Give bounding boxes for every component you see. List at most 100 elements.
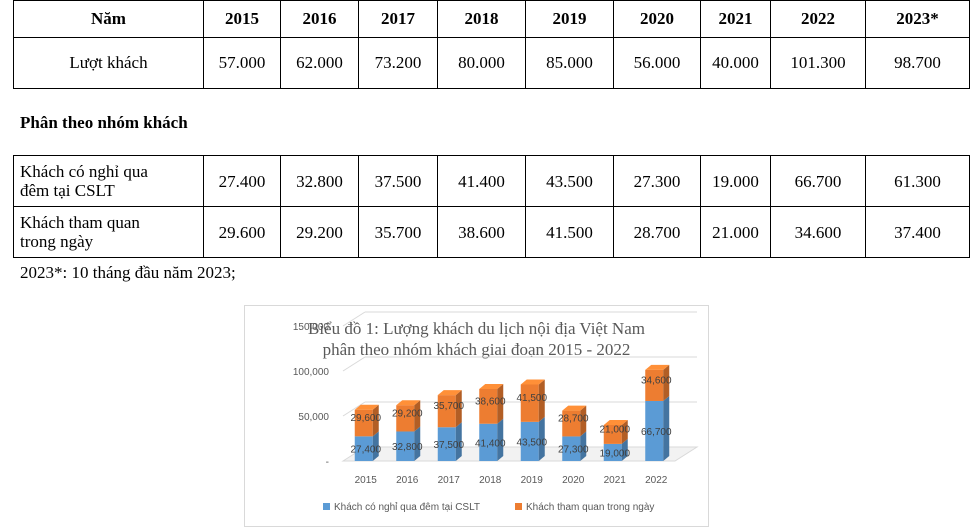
data-label: 41,400 <box>475 438 506 449</box>
bar-side-face <box>372 404 379 437</box>
legend-label: Khách có nghỉ qua đêm tại CSLT <box>334 501 480 513</box>
table-cell: 41.400 <box>437 155 526 207</box>
header-cell: 2019 <box>525 0 614 38</box>
data-label: 29,600 <box>350 413 381 424</box>
header-cell: 2023* <box>865 0 970 38</box>
bar-top-face <box>645 364 670 370</box>
gridline-depth <box>342 311 366 327</box>
data-label: 27,400 <box>350 445 381 456</box>
header-cell: 2022 <box>770 0 866 38</box>
table-cell: 28.700 <box>613 206 701 258</box>
table-cell: 40.000 <box>700 37 771 89</box>
y-tick-label: - <box>326 457 329 468</box>
header-cell: 2020 <box>613 0 701 38</box>
table-cell: 85.000 <box>525 37 614 89</box>
data-label: 29,200 <box>392 408 423 419</box>
bar-segment-daytrip <box>520 384 539 422</box>
header-cell: Năm <box>13 0 204 38</box>
row-label-line: Khách tham quan <box>20 213 140 232</box>
bar-segment-daytrip <box>562 410 581 437</box>
table-row: Khách tham quan trong ngày 29.600 29.200 … <box>13 206 970 258</box>
bar-top-face <box>520 379 545 385</box>
row-label-line: đêm tại CSLT <box>20 181 115 200</box>
gridline-depth <box>342 401 366 417</box>
legend-swatch <box>515 503 522 510</box>
header-cell: 2018 <box>437 0 526 38</box>
bar-side-face <box>455 422 462 461</box>
chart-title-line1: Biểu đồ 1: Lượng khách du lịch nội địa V… <box>308 319 645 338</box>
bar-segment-overnight <box>603 443 622 461</box>
legend-label: Khách tham quan trong ngày <box>526 502 654 513</box>
bar-side-face <box>497 384 504 424</box>
data-label: 43,500 <box>516 437 547 448</box>
data-label: 35,700 <box>433 401 464 412</box>
table-cell: 29.200 <box>280 206 359 258</box>
data-label: 34,600 <box>641 375 672 386</box>
bar-side-face <box>621 438 628 461</box>
data-label: 41,500 <box>516 393 547 404</box>
bar-top-face <box>437 390 462 396</box>
data-label: 19,000 <box>599 448 630 459</box>
table-cell: 19.000 <box>700 155 771 207</box>
header-cell: 2015 <box>203 0 281 38</box>
table-cell: 98.700 <box>865 37 970 89</box>
bar-top-face <box>562 405 587 411</box>
table-cell: 41.500 <box>525 206 614 258</box>
row-label: Khách có nghỉ qua đêm tại CSLT <box>13 155 204 207</box>
table-cell: 62.000 <box>280 37 359 89</box>
table-cell: 37.400 <box>865 206 970 258</box>
bar-segment-daytrip <box>479 389 498 424</box>
table-cell: 56.000 <box>613 37 701 89</box>
table-cell: 101.300 <box>770 37 866 89</box>
bar-side-face <box>414 426 421 461</box>
bar-side-face <box>580 431 587 461</box>
section-title: Phân theo nhóm khách <box>20 113 188 132</box>
table-cell: 37.500 <box>358 155 438 207</box>
chart-container: Biểu đồ 1: Lượng khách du lịch nội địa V… <box>244 305 709 527</box>
table-cell: 27.300 <box>613 155 701 207</box>
bar-segment-overnight <box>562 436 581 461</box>
bar-segment-daytrip <box>645 369 664 401</box>
x-tick-label: 2018 <box>479 475 502 486</box>
data-label: 28,700 <box>558 414 589 425</box>
y-tick-label: 50,000 <box>298 412 329 423</box>
visitor-group-table: Khách có nghỉ qua đêm tại CSLT 27.400 32.… <box>13 155 970 258</box>
bar-segment-daytrip <box>603 425 622 444</box>
y-tick-label: 150,000 <box>293 322 330 333</box>
bar-side-face <box>372 431 379 461</box>
bar-segment-daytrip <box>354 409 373 437</box>
bar-segment-overnight <box>396 431 415 461</box>
visitors-table: Năm 2015 2016 2017 2018 2019 2020 2021 2… <box>13 0 970 89</box>
table-cell: 43.500 <box>525 155 614 207</box>
footnote: 2023*: 10 tháng đầu năm 2023; <box>20 263 236 282</box>
table-row: Khách có nghỉ qua đêm tại CSLT 27.400 32.… <box>13 155 970 207</box>
bar-segment-overnight <box>479 423 498 461</box>
table-cell: 35.700 <box>358 206 438 258</box>
bar-side-face <box>663 364 670 401</box>
data-label: 66,700 <box>641 427 672 438</box>
row-label-line: trong ngày <box>20 232 94 251</box>
row-label: Khách tham quan trong ngày <box>13 206 204 258</box>
table-cell: 66.700 <box>770 155 866 207</box>
table-cell: 80.000 <box>437 37 526 89</box>
table-row: Lượt khách 57.000 62.000 73.200 80.000 8… <box>13 37 970 89</box>
bar-top-face <box>354 404 379 410</box>
table-cell: 73.200 <box>358 37 438 89</box>
table-cell: 57.000 <box>203 37 281 89</box>
header-cell: 2017 <box>358 0 438 38</box>
x-tick-label: 2022 <box>645 475 668 486</box>
table-cell: 21.000 <box>700 206 771 258</box>
gridline-depth <box>342 356 366 372</box>
stacked-bar-chart: - 50,000 100,000 150,000 2015 2016 2017 2018 201… <box>293 311 699 513</box>
x-tick-label: 2017 <box>438 475 461 486</box>
x-tick-label: 2019 <box>521 475 544 486</box>
bar-side-face <box>497 418 504 461</box>
bar-segment-overnight <box>354 436 373 461</box>
table-cell: 32.800 <box>280 155 359 207</box>
x-tick-label: 2016 <box>396 475 419 486</box>
data-label: 27,300 <box>558 445 589 456</box>
bar-side-face <box>455 390 462 428</box>
bar-segment-daytrip <box>396 405 415 432</box>
bar-segment-daytrip <box>437 395 456 428</box>
legend-swatch <box>323 503 330 510</box>
